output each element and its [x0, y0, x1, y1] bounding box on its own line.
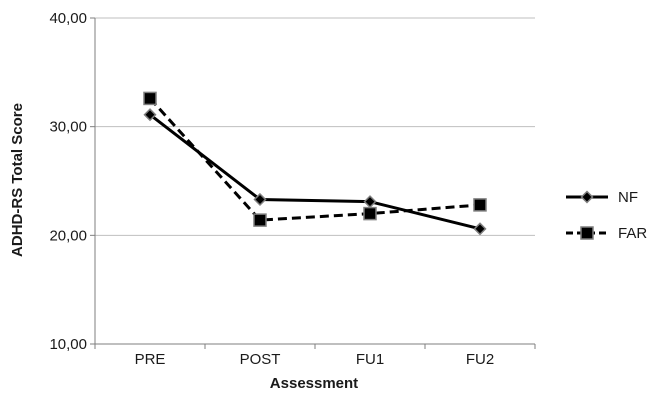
data-point-far — [253, 213, 267, 227]
data-point-nf — [143, 108, 157, 122]
legend-label: NF — [618, 189, 638, 206]
y-tick-label: 10,00 — [49, 336, 87, 353]
legend-marker — [580, 226, 594, 240]
legend: NF FAR — [566, 189, 647, 242]
data-point-nf — [473, 222, 487, 236]
x-tick-label: FU2 — [466, 351, 494, 368]
x-axis-title: Assessment — [270, 375, 358, 392]
y-tick-label: 40,00 — [49, 10, 87, 27]
y-tick-label: 20,00 — [49, 227, 87, 244]
y-axis-title: ADHD-RS Total Score — [9, 103, 26, 257]
data-point-far — [143, 91, 157, 106]
gridlines — [95, 17, 535, 236]
data-point-nf — [253, 192, 267, 207]
y-tick-label: 30,00 — [49, 119, 87, 136]
series-line-nf — [149, 113, 481, 231]
legend-marker — [580, 190, 594, 204]
x-tick-label: PRE — [135, 351, 166, 368]
data-point-far — [363, 206, 377, 221]
x-axis-ticks: PRE POST FU1 FU2 — [94, 344, 536, 368]
legend-item-far: FAR — [566, 225, 647, 242]
series-far — [143, 91, 487, 227]
series-group — [143, 91, 487, 236]
data-point-far — [473, 198, 487, 212]
x-tick-label: FU1 — [356, 351, 384, 368]
series-line-far — [148, 97, 481, 222]
legend-item-nf: NF — [566, 189, 638, 206]
data-point-nf — [363, 195, 377, 209]
legend-label: FAR — [618, 225, 647, 242]
series-nf — [143, 108, 487, 236]
x-tick-label: POST — [240, 351, 281, 368]
axes — [94, 18, 535, 345]
y-axis-ticks: 10,00 20,00 30,00 40,00 — [49, 10, 95, 353]
